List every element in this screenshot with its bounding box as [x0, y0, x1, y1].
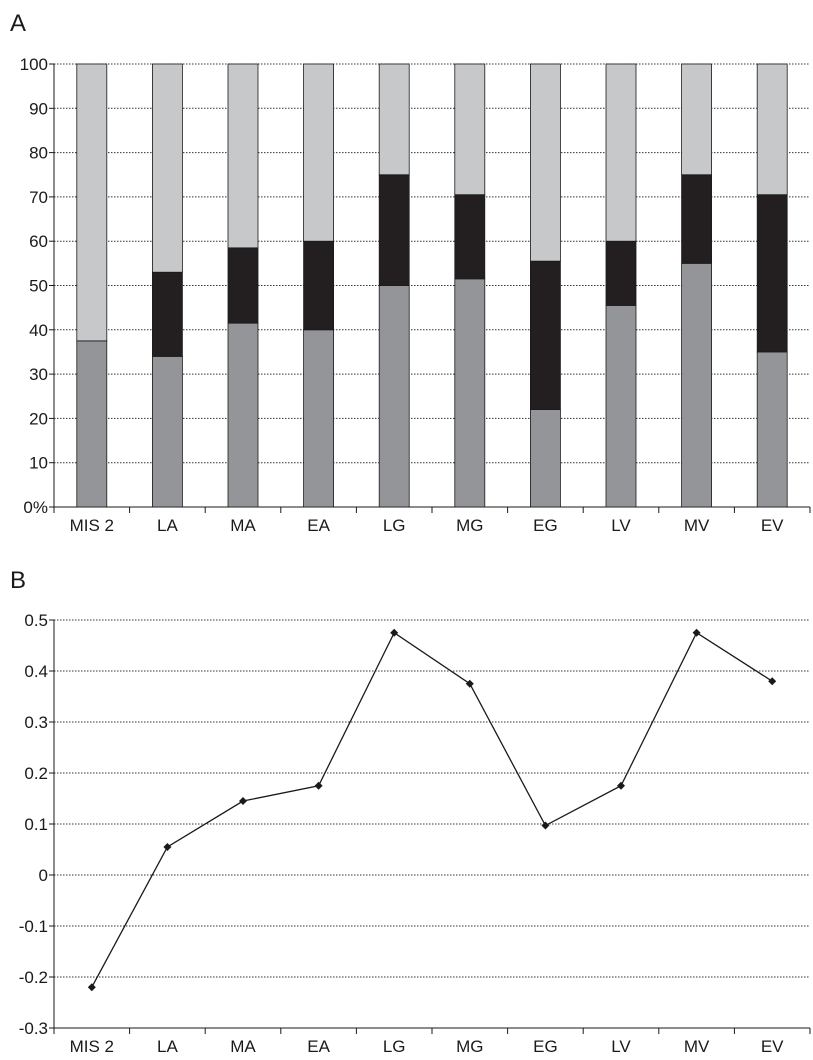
panel-a-ytick-label: 100: [20, 55, 48, 74]
bar-segment-top: [681, 63, 712, 176]
bar-segment-bottom: [756, 351, 788, 508]
bar-segment-top: [227, 63, 259, 249]
bar-segment-top: [378, 63, 410, 176]
panel-b-ytick-label: 0.4: [24, 662, 48, 681]
panel-a-xtick-label: EA: [307, 516, 330, 535]
panel-a-ytick-label: 10: [29, 454, 48, 473]
bar-segment-top: [76, 63, 108, 342]
bar-segment-bottom: [76, 340, 108, 508]
panel-b-label: B: [10, 567, 27, 594]
bar-segment-middle: [303, 240, 335, 331]
panel-a-xtick-label: LV: [611, 516, 631, 535]
panel-a-ytick-label: 90: [29, 99, 48, 118]
panel-b-xtick-label: LV: [611, 1037, 631, 1056]
bar-segment-middle: [756, 194, 788, 353]
bar-segment-top: [530, 63, 561, 262]
bar-segment-bottom: [530, 409, 561, 508]
bar-segment-top: [756, 63, 788, 196]
panel-a-ytick-label: 40: [29, 321, 48, 340]
panel-b-xtick-label: LG: [383, 1037, 406, 1056]
data-point-marker: [541, 821, 550, 830]
panel-a-xtick-label: EV: [761, 516, 784, 535]
panel-b-xtick-label: MA: [230, 1037, 256, 1056]
panel-b-ytick-label: 0.5: [24, 611, 48, 630]
bar-segment-bottom: [303, 329, 335, 508]
panel-b-xtick-label: EV: [761, 1037, 784, 1056]
panel-b-ytick-label: -0.1: [19, 917, 48, 936]
data-point-marker: [465, 679, 474, 688]
panel-b-ytick-label: 0.3: [24, 713, 48, 732]
panel-a-xtick-label: LG: [383, 516, 406, 535]
panel-a-ytick-label: 70: [29, 188, 48, 207]
bar-segment-top: [151, 63, 183, 273]
data-point-marker: [768, 677, 777, 686]
panel-b-ytick-label: 0.1: [24, 815, 48, 834]
bar-segment-bottom: [454, 278, 486, 508]
panel-a-chart: 0% 10 20 30 40 50 60 70 80 90 100 MIS 2 LA MA EA LG MG EG…: [20, 55, 811, 535]
panel-b-ytick-label: 0: [39, 866, 48, 885]
bar-segment-middle: [227, 247, 259, 324]
panel-a-ytick-label: 50: [29, 277, 48, 296]
bar-segment-middle: [605, 240, 637, 306]
panel-b-xtick-label: MV: [684, 1037, 710, 1056]
data-point-marker: [390, 628, 399, 637]
panel-a-ytick-label: 0%: [23, 498, 48, 517]
panel-a-xtick-label: EG: [533, 516, 558, 535]
panel-a-xtick-label: MIS 2: [70, 516, 114, 535]
bar-segment-bottom: [227, 322, 259, 508]
panel-a-xtick-label: LA: [157, 516, 178, 535]
series-line: [91, 631, 773, 988]
bar-segment-top: [303, 63, 335, 242]
panel-a-ytick-label: 80: [29, 144, 48, 163]
panel-a-ytick-label: 60: [29, 232, 48, 251]
panel-b-ytick-label: 0.2: [24, 764, 48, 783]
panel-a-xtick-label: MV: [684, 516, 710, 535]
bar-segment-top: [605, 63, 637, 242]
panel-b-xtick-label: EG: [533, 1037, 558, 1056]
bar-segment-bottom: [681, 262, 712, 508]
data-point-marker: [87, 983, 96, 992]
panel-b-xtick-label: LA: [157, 1037, 178, 1056]
panel-a-label: A: [10, 10, 27, 37]
panel-b-xtick-label: EA: [307, 1037, 330, 1056]
panel-b-xtick-label: MIS 2: [70, 1037, 114, 1056]
bar-segment-bottom: [151, 355, 183, 508]
bar-segment-middle: [151, 271, 183, 357]
panel-b-ytick-label: -0.2: [19, 968, 48, 987]
bar-segment-top: [454, 63, 486, 196]
panel-a-ytick-label: 20: [29, 409, 48, 428]
panel-b-chart: -0.3 -0.2 -0.1 0 0.1 0.2 0.3 0.4 0.5 MIS 2 LA MA EA L…: [19, 611, 811, 1056]
data-point-marker: [239, 797, 247, 806]
data-point-marker: [617, 781, 625, 790]
bar-segment-bottom: [378, 285, 410, 508]
bar-segment-middle: [530, 260, 561, 410]
panel-a-xtick-label: MA: [230, 516, 256, 535]
panel-a-ytick-label: 30: [29, 365, 48, 384]
panel-b-xtick-label: MG: [456, 1037, 483, 1056]
data-point-marker: [163, 842, 172, 851]
data-point-marker: [314, 781, 323, 790]
bar-segment-middle: [681, 174, 712, 264]
panel-a-xtick-label: MG: [456, 516, 483, 535]
panel-b-ytick-label: -0.3: [19, 1019, 48, 1038]
bar-segment-bottom: [605, 305, 637, 508]
bar-segment-middle: [454, 194, 486, 280]
data-point-marker: [692, 628, 701, 637]
bar-segment-middle: [378, 174, 410, 286]
